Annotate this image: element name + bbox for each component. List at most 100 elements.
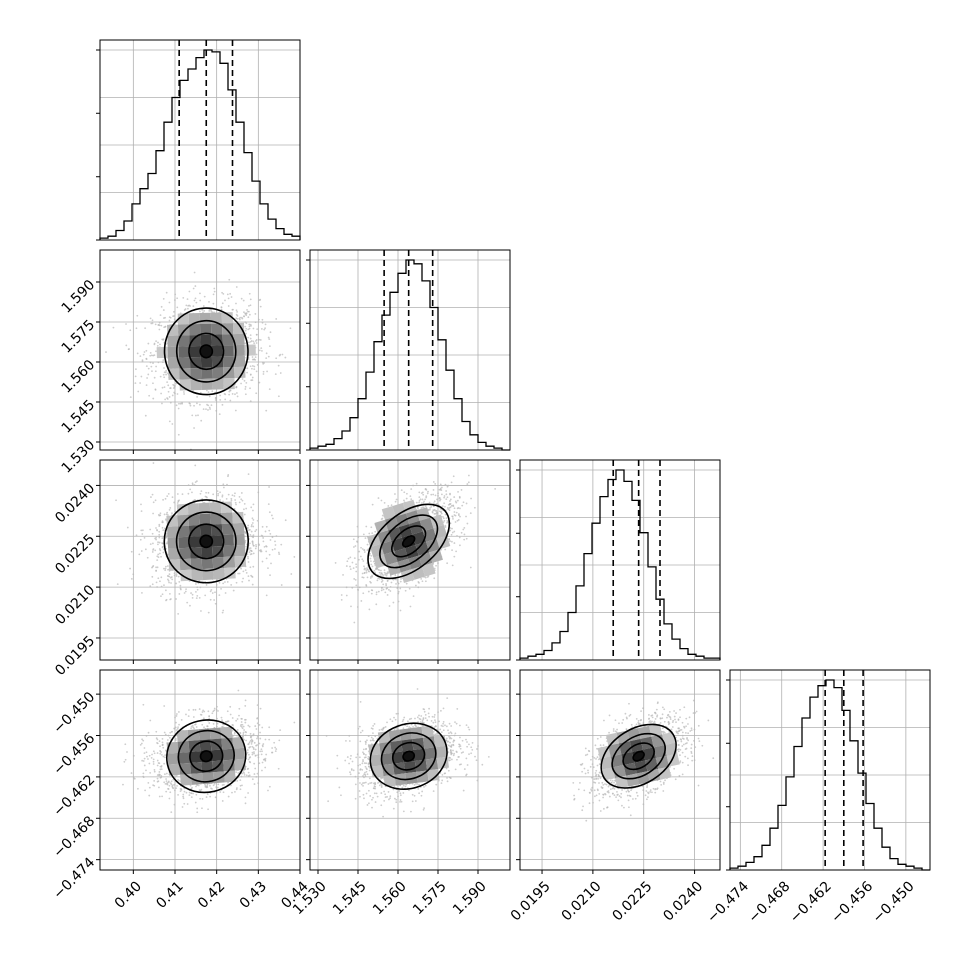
sample-point [681, 773, 684, 776]
sample-point [396, 579, 399, 581]
x-tick-label: 0.0195 [508, 878, 554, 924]
sample-point [465, 773, 468, 776]
sample-point [433, 500, 436, 503]
sample-point [161, 361, 164, 364]
sample-point [452, 740, 455, 743]
sample-point [598, 799, 601, 802]
sample-point [358, 756, 361, 759]
sample-point [238, 572, 241, 575]
sample-point [434, 721, 437, 724]
sample-point [177, 575, 180, 578]
sample-point [243, 379, 246, 382]
density-cell [168, 559, 181, 571]
sample-point [169, 401, 172, 404]
sample-point [248, 741, 251, 744]
sample-point [367, 590, 370, 593]
sample-point [656, 714, 659, 717]
sample-point [199, 713, 202, 716]
sample-point [465, 502, 468, 505]
sample-point [325, 734, 328, 737]
sample-point [174, 385, 176, 387]
sample-point [222, 791, 225, 794]
scatter-panel-1-0 [96, 249, 301, 454]
sample-point [359, 795, 361, 798]
sample-point [147, 367, 150, 370]
sample-point [154, 537, 156, 540]
sample-point [179, 587, 182, 590]
sample-point [661, 713, 664, 716]
sample-point [293, 721, 296, 724]
sample-point [234, 409, 237, 412]
sample-point [430, 720, 433, 722]
sample-point [417, 586, 420, 589]
sample-point [372, 725, 375, 727]
sample-point [368, 532, 371, 535]
density-cell [200, 323, 212, 335]
sample-point [596, 764, 599, 767]
sample-point [167, 390, 170, 393]
sample-point [677, 750, 680, 753]
sample-point [166, 783, 169, 786]
sample-point [673, 715, 676, 718]
sample-point [624, 712, 627, 715]
sample-point [370, 581, 372, 584]
sample-point [418, 714, 420, 717]
sample-point [627, 789, 629, 792]
sample-point [642, 722, 645, 724]
sample-point [581, 809, 584, 812]
sample-point [690, 743, 693, 746]
sample-point [236, 729, 239, 731]
sample-point [149, 528, 152, 531]
sample-point [602, 807, 605, 810]
sample-point [185, 588, 187, 590]
sample-point [372, 782, 375, 785]
density-cell [167, 357, 180, 369]
density-cell [599, 756, 613, 770]
sample-point [434, 494, 437, 497]
sample-point [216, 490, 219, 493]
sample-point [178, 499, 181, 502]
sample-point [144, 548, 147, 551]
sample-point [168, 593, 171, 595]
sample-point [158, 523, 161, 526]
density-cell [234, 544, 246, 557]
density-cell [177, 514, 189, 527]
sample-point [608, 731, 610, 734]
sample-point [454, 721, 456, 724]
sample-point [247, 771, 250, 774]
sample-point [259, 707, 262, 710]
sample-point [224, 398, 227, 401]
sample-point [453, 530, 456, 533]
sample-point [392, 601, 395, 604]
sample-point [201, 711, 204, 713]
sample-point [181, 493, 184, 496]
sample-point [251, 540, 254, 543]
contour-core [401, 535, 416, 548]
x-tick-label: 1.545 [330, 878, 370, 918]
sample-point [593, 756, 596, 759]
sample-point [346, 756, 349, 758]
y-tick-label: 1.530 [59, 437, 99, 477]
sample-point [252, 552, 255, 555]
sample-point [256, 772, 259, 775]
sample-point [197, 784, 200, 787]
sample-point [453, 739, 456, 742]
density-cell [179, 547, 191, 560]
sample-point [234, 791, 236, 793]
sample-point [183, 393, 186, 395]
sample-point [594, 744, 597, 747]
sample-point [244, 393, 247, 396]
sample-point [448, 776, 451, 779]
sample-point [116, 583, 119, 586]
y-tick-label: 1.575 [59, 317, 99, 357]
sample-point [399, 587, 402, 590]
sample-point [198, 708, 201, 710]
sample-point [205, 389, 208, 392]
sample-point [601, 787, 604, 789]
sample-point [403, 499, 405, 502]
sample-point [259, 737, 262, 740]
density-cell [223, 556, 236, 568]
sample-point [164, 589, 167, 592]
density-cell [211, 534, 224, 547]
sample-point [599, 736, 602, 738]
